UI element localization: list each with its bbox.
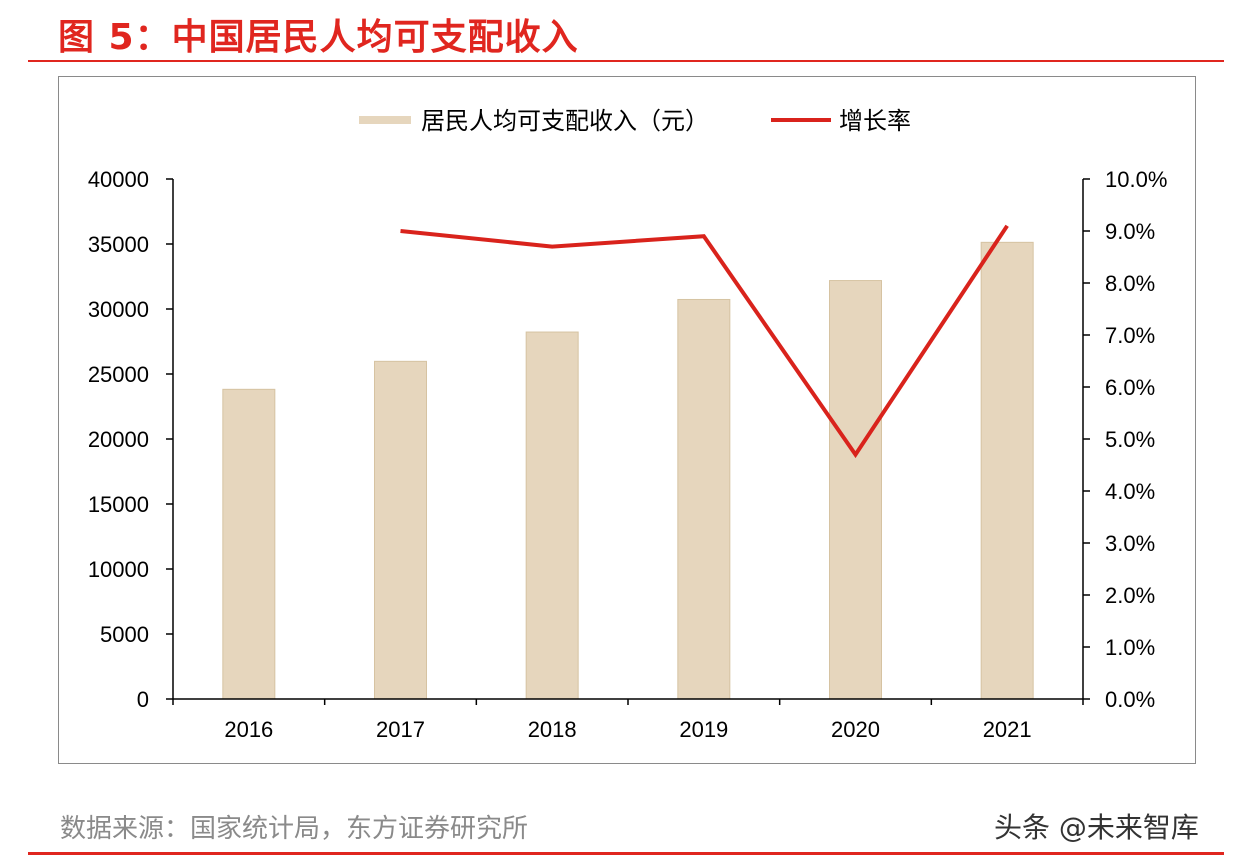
left-tick-label: 20000 [88,427,149,452]
right-tick-label: 10.0% [1105,167,1167,192]
growth-line [400,224,1009,459]
right-tick-label: 3.0% [1105,531,1155,556]
bar-2021 [980,241,1034,700]
growth-line-series [400,224,1009,459]
legend-label-bar: 居民人均可支配收入（元） [421,108,709,135]
chart-frame: 居民人均可支配收入（元） 增长率 0 5000 10000 15000 20000 250… [58,76,1196,764]
left-tick-label: 40000 [88,167,149,192]
bar-2017 [374,360,427,700]
right-tick-label: 5.0% [1105,427,1155,452]
x-tick-label-2017: 2017 [376,717,425,742]
bar-2019 [677,298,731,700]
right-tick-label: 1.0% [1105,635,1155,660]
bar-2016 [222,388,276,700]
x-tick-label-2019: 2019 [679,717,728,742]
left-tick-label: 5000 [100,622,149,647]
x-tick-label-2016: 2016 [224,717,273,742]
bar-2020 [829,280,882,700]
figure-title: 图 5：中国居民人均可支配收入 [58,17,579,58]
bar-2018 [525,331,579,700]
bottom-divider [28,852,1224,855]
x-tick-label-2020: 2020 [831,717,880,742]
right-tick-label: 8.0% [1105,271,1155,296]
right-tick-label: 4.0% [1105,479,1155,504]
data-source-note: 数据来源：国家统计局，东方证券研究所 [60,814,529,844]
legend: 居民人均可支配收入（元） 增长率 [359,108,911,135]
right-tick-label: 0.0% [1105,687,1155,712]
right-tick-label: 6.0% [1105,375,1155,400]
watermark-text: 头条 @未来智库 [994,811,1199,844]
right-tick-label: 7.0% [1105,323,1155,348]
axes: 0 5000 10000 15000 20000 25000 30000 35000 40000… [88,167,1168,742]
right-tick-label: 2.0% [1105,583,1155,608]
left-tick-label: 30000 [88,297,149,322]
x-tick-label-2018: 2018 [528,717,577,742]
legend-swatch-bar [359,116,411,124]
left-tick-label: 35000 [88,232,149,257]
income-chart: 居民人均可支配收入（元） 增长率 0 5000 10000 15000 20000 250… [88,108,1168,742]
left-tick-label: 25000 [88,362,149,387]
title-divider [28,60,1224,62]
bar-series [222,241,1034,700]
right-tick-label: 9.0% [1105,219,1155,244]
left-tick-label: 10000 [88,557,149,582]
legend-label-line: 增长率 [839,108,911,135]
x-tick-label-2021: 2021 [983,717,1032,742]
left-tick-label: 0 [137,687,149,712]
left-tick-label: 15000 [88,492,149,517]
